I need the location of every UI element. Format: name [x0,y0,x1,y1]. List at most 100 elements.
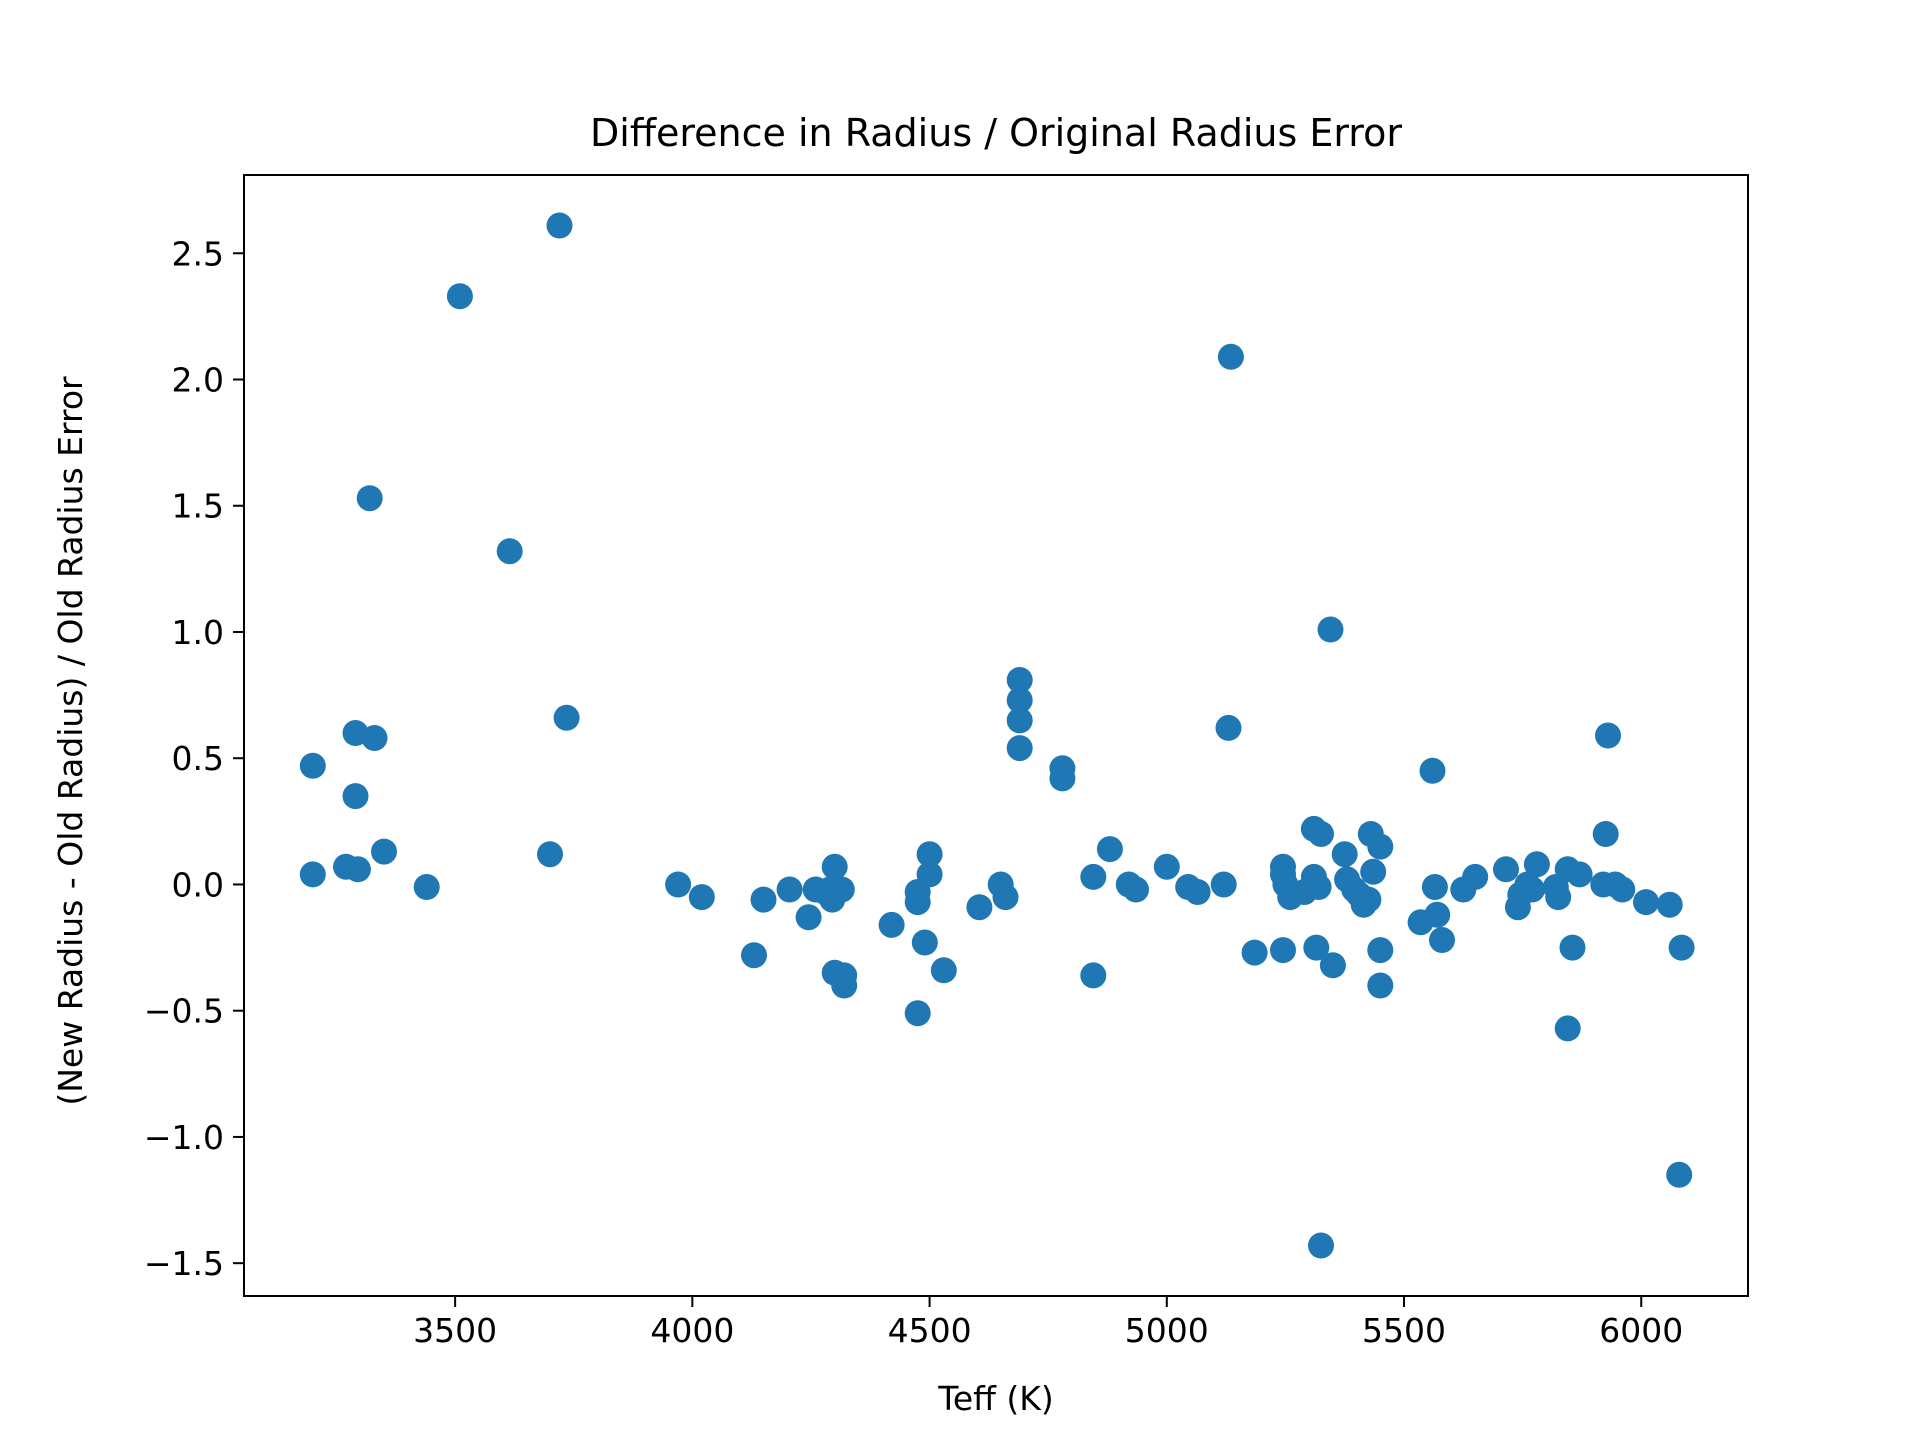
data-point [1049,765,1076,792]
data-point [553,704,580,731]
y-tick-label: 0.0 [172,865,224,904]
data-point [356,485,383,512]
data-point [1308,1232,1334,1259]
data-point [1331,841,1358,868]
axis-ticks: 3500 4000 4500 5000 5500 6000 −1.5 −1.0 −0.5 0.0 0… [144,234,1683,1350]
data-point [1006,735,1033,762]
x-tick-label: 3500 [413,1311,497,1350]
data-point [537,841,563,868]
data-point [413,874,440,900]
data-point [1419,757,1446,784]
data-point [1217,343,1244,370]
data-point [1367,833,1394,860]
data-point [1319,952,1346,979]
data-point [1360,858,1387,885]
data-point [1006,687,1033,714]
data-point [1317,616,1344,643]
data-point [1668,934,1695,961]
y-tick-label: −1.0 [144,1118,224,1157]
data-point [1153,853,1180,880]
data-point [688,884,715,911]
data-point [1080,863,1107,890]
data-point [1592,821,1619,847]
y-tick-label: 0.5 [172,739,224,778]
data-point [1270,937,1296,964]
data-point [776,876,803,903]
data-point [1424,901,1451,928]
data-point [371,838,397,865]
data-point [831,972,858,999]
data-point [916,861,943,888]
data-point [546,212,573,239]
data-point [1519,876,1546,903]
x-tick-label: 4500 [888,1311,972,1350]
data-point [904,1000,931,1027]
plot-area-frame [243,174,1749,1297]
data-point [878,911,905,938]
data-point [1421,874,1448,900]
x-tick-label: 5000 [1125,1311,1209,1350]
data-point [1241,939,1268,966]
y-tick-label: 2.0 [172,361,224,400]
data-point [930,957,957,984]
data-point [821,853,848,880]
chart-title: Difference in Radius / Original Radius E… [590,111,1402,155]
data-point [299,861,326,888]
y-axis-label: (New Radius - Old Radius) / Old Radius E… [51,376,90,1106]
data-point [911,929,938,956]
data-point [795,904,822,931]
data-point [1006,667,1033,693]
x-tick-label: 6000 [1599,1311,1683,1350]
data-point [1123,876,1149,903]
data-point [750,886,777,913]
data-point [916,841,943,868]
y-tick-label: −0.5 [144,992,224,1031]
data-points [299,212,1695,1259]
y-tick-label: 1.0 [172,613,224,652]
data-point [1210,871,1237,898]
x-tick-label: 5500 [1362,1311,1446,1350]
data-point [1305,874,1332,900]
data-point [1215,714,1242,741]
y-tick-label: 1.5 [172,487,224,526]
data-point [1080,962,1107,989]
data-point [446,283,473,310]
data-point [966,894,993,921]
y-tick-label: 2.5 [172,234,224,273]
x-tick-label: 4000 [650,1311,734,1350]
data-point [1096,836,1123,863]
data-point [1493,856,1519,883]
data-point [1355,886,1382,913]
data-point [1523,851,1550,878]
data-point [1545,884,1572,911]
data-point [1367,972,1394,999]
data-point [1566,861,1593,888]
data-point [1429,927,1455,953]
data-point [361,725,388,751]
data-point [741,942,767,969]
data-point [344,856,371,883]
data-point [1184,879,1211,905]
data-point [1666,1161,1693,1188]
data-point [1308,821,1334,847]
data-point [992,884,1019,911]
y-tick-label: −1.5 [144,1244,224,1283]
data-point [1656,891,1683,918]
data-point [665,871,692,898]
x-axis-label: Teff (K) [937,1379,1053,1418]
data-point [904,889,931,916]
data-point [1462,863,1489,890]
data-point [1554,1015,1581,1042]
data-point [1633,889,1659,916]
data-point [342,783,369,810]
data-point [1595,722,1621,749]
data-point [1303,934,1330,961]
data-point [299,752,326,779]
data-point [1559,934,1586,961]
data-point [1609,876,1636,903]
data-point [496,538,523,565]
data-point [828,876,855,903]
data-point [1367,937,1394,964]
